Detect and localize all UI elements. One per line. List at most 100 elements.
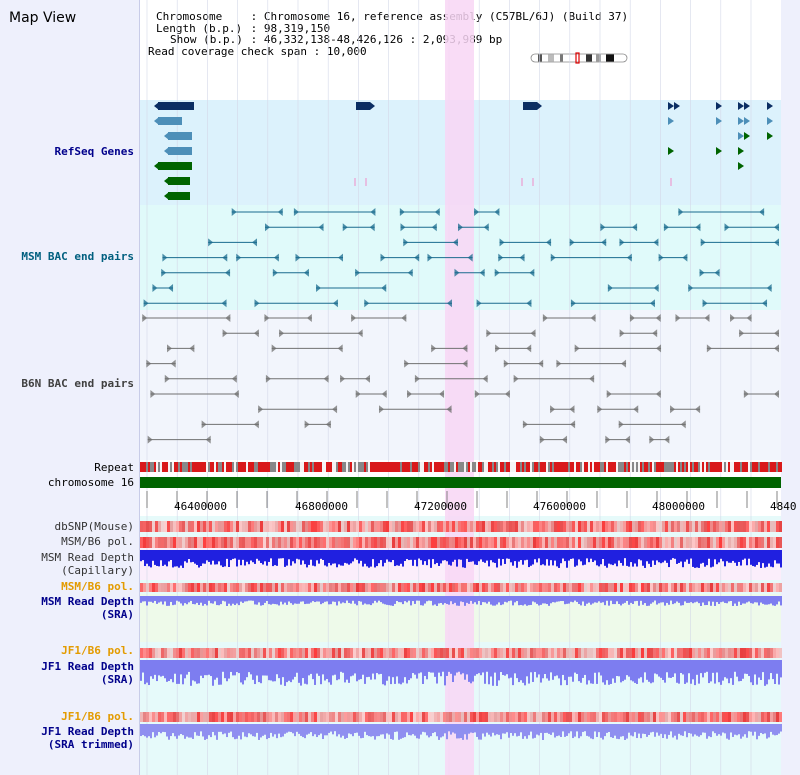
- msm-b6-pol-heat-cell: [674, 537, 677, 548]
- track-label-chromosome: chromosome 16: [47, 476, 134, 489]
- msm-sra-depth-bar: [666, 596, 668, 603]
- jf1-b6-pol-trim-heat-cell: [422, 712, 425, 722]
- msm-b6-pol-heat-cell: [323, 537, 326, 548]
- jf1-b6-pol-heat-cell: [551, 648, 554, 658]
- jf1-trim-depth-bar: [368, 724, 370, 737]
- refseq-gene: [168, 177, 190, 185]
- msm-b6-pol-heat-cell: [359, 537, 362, 548]
- msm-sra-depth-bar: [280, 596, 282, 602]
- jf1-trim-depth-bar: [236, 724, 238, 739]
- msm-sra-depth-bar: [536, 596, 538, 604]
- msm-sra-depth-bar: [506, 596, 508, 603]
- axis-tick-label: 48000000: [652, 500, 705, 513]
- msm-b6-pol-heat-cell: [212, 537, 215, 548]
- jf1-trim-depth-bar: [732, 724, 734, 737]
- jf1-b6-pol-trim-heat-cell: [602, 712, 605, 722]
- jf1-b6-pol-trim-heat-cell: [503, 712, 506, 722]
- msm-b6-pol-heat-cell: [308, 537, 311, 548]
- dbsnp-heat-cell: [185, 521, 188, 532]
- jf1-sra-depth-bar: [310, 660, 312, 674]
- msm-b6-pol-sra-heat-cell: [158, 583, 161, 592]
- msm-b6-pol-heat-cell: [458, 537, 461, 548]
- jf1-trim-depth-bar: [412, 724, 414, 735]
- msm-b6-pol-sra-heat-cell: [203, 583, 206, 592]
- repeat-segment: [494, 462, 496, 472]
- track-label-b6n-bac[interactable]: B6N BAC end pairs: [21, 377, 134, 390]
- msm-sra-depth-bar: [648, 596, 650, 606]
- repeat-segment: [226, 462, 228, 472]
- jf1-trim-depth-bar: [522, 724, 524, 739]
- msm-b6-pol-heat-cell: [575, 537, 578, 548]
- msm-b6-pol-sra-heat-cell: [722, 583, 725, 592]
- msm-sra-depth-bar: [436, 596, 438, 606]
- jf1-b6-pol-heat-cell: [212, 648, 215, 658]
- msm-sra-depth-bar: [416, 596, 418, 601]
- repeat-segment: [228, 462, 230, 472]
- repeat-segment: [244, 462, 246, 472]
- track-label-refseq[interactable]: RefSeq Genes: [54, 145, 134, 158]
- repeat-segment: [274, 462, 276, 472]
- msm-b6-pol-heat-cell: [584, 537, 587, 548]
- msm-b6-pol-sra-heat-cell: [758, 583, 761, 592]
- repeat-segment: [194, 462, 196, 472]
- track-label-msm-bac[interactable]: MSM BAC end pairs: [21, 250, 134, 263]
- jf1-b6-pol-trim-heat-cell: [260, 712, 263, 722]
- jf1-sra-depth-bar: [532, 660, 534, 682]
- jf1-b6-pol-trim-heat-cell: [140, 712, 143, 722]
- b6n-bac-pair-end: [618, 420, 624, 429]
- b6n-bac-pair-end: [570, 420, 576, 429]
- jf1-trim-depth-bar: [492, 724, 494, 733]
- dbsnp-heat-cell: [401, 521, 404, 532]
- msm-capillary-depth-bar: [714, 550, 716, 560]
- repeat-segment: [622, 462, 624, 472]
- msm-capillary-depth-bar: [732, 550, 734, 561]
- dbsnp-heat-cell: [425, 521, 428, 532]
- chromosome-ideogram[interactable]: [530, 52, 628, 64]
- jf1-b6-pol-heat-cell: [248, 648, 251, 658]
- b6n-bac-pair-end: [146, 359, 152, 368]
- b6n-bac-pair-end: [304, 420, 310, 429]
- jf1-trim-depth-bar: [500, 724, 502, 740]
- jf1-b6-pol-heat-cell: [491, 648, 494, 658]
- repeat-segment: [276, 462, 278, 472]
- msm-sra-depth-bar: [386, 596, 388, 605]
- jf1-trim-depth-bar: [388, 724, 390, 735]
- msm-capillary-depth-bar: [414, 550, 416, 560]
- msm-capillary-depth-bar: [756, 550, 758, 565]
- msm-b6-pol-heat-cell: [296, 537, 299, 548]
- jf1-trim-depth-bar: [282, 724, 284, 737]
- jf1-b6-pol-heat-cell: [698, 648, 701, 658]
- msm-sra-depth-bar: [292, 596, 294, 605]
- msm-capillary-depth-bar: [184, 550, 186, 562]
- dbsnp-heat-cell: [512, 521, 515, 532]
- msm-sra-depth-bar: [654, 596, 656, 601]
- repeat-segment: [216, 462, 218, 472]
- msm-b6-pol-heat-cell: [737, 537, 740, 548]
- jf1-b6-pol-heat-cell: [554, 648, 557, 658]
- jf1-b6-pol-trim-heat-cell: [470, 712, 473, 722]
- jf1-sra-depth-bar: [482, 660, 484, 673]
- jf1-b6-pol-trim-heat-cell: [764, 712, 767, 722]
- msm-b6-pol-sra-heat-cell: [755, 583, 758, 592]
- msm-b6-pol-sra-heat-cell: [260, 583, 263, 592]
- msm-capillary-depth-bar: [354, 550, 356, 559]
- repeat-segment: [744, 462, 746, 472]
- jf1-trim-depth-bar: [322, 724, 324, 740]
- msm-b6-pol-sra-heat-cell: [602, 583, 605, 592]
- msm-bac-pair-end: [678, 208, 684, 216]
- jf1-trim-depth-bar: [528, 724, 530, 736]
- msm-sra-depth-bar: [562, 596, 564, 602]
- repeat-segment: [652, 462, 654, 472]
- jf1-sra-depth-bar: [282, 660, 284, 678]
- repeat-segment: [570, 462, 572, 472]
- msm-sra-depth-bar: [142, 596, 144, 602]
- genome-track-panel[interactable]: 46400000 46800000 47200000 47600000 48000000…: [140, 0, 800, 775]
- jf1-b6-pol-trim-heat-cell: [194, 712, 197, 722]
- msm-capillary-depth-bar: [352, 550, 354, 562]
- msm-capillary-depth-bar: [654, 550, 656, 565]
- refseq-gene-arrow: [154, 102, 159, 110]
- jf1-sra-depth-bar: [732, 660, 734, 685]
- jf1-sra-depth-bar: [706, 660, 708, 672]
- jf1-sra-depth-bar: [654, 660, 656, 674]
- jf1-sra-depth-bar: [408, 660, 410, 681]
